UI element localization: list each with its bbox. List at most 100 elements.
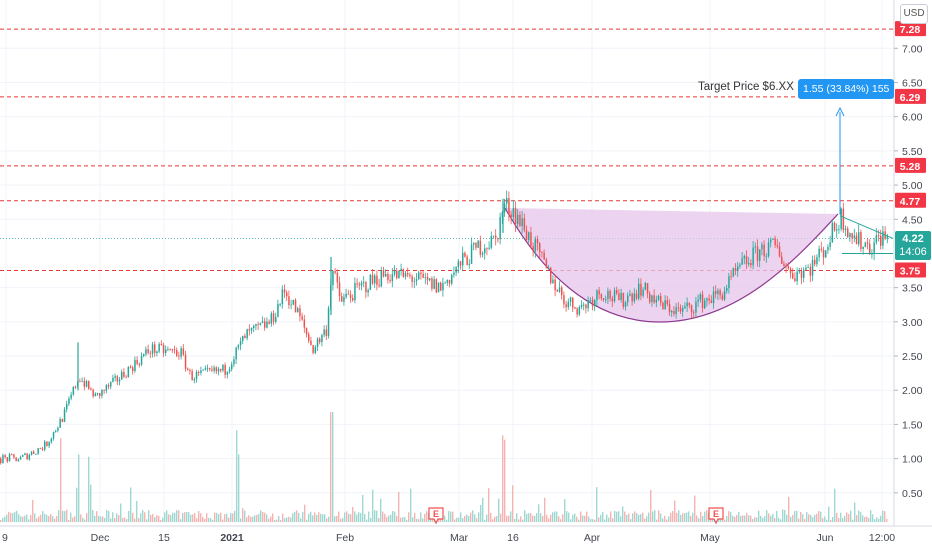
candle-body xyxy=(481,253,484,255)
volume-bar xyxy=(760,515,762,522)
candle-body xyxy=(426,276,429,281)
candle-body xyxy=(145,349,147,355)
candle-body xyxy=(336,272,339,283)
candle-body xyxy=(734,268,737,271)
candle-body xyxy=(61,419,64,422)
volume-bar xyxy=(444,515,446,522)
candle-body xyxy=(66,403,68,410)
candle-body xyxy=(268,321,270,324)
candle-body xyxy=(151,344,154,354)
level-badge xyxy=(895,88,926,104)
volume-bar xyxy=(250,516,252,522)
volume-bar xyxy=(374,510,376,522)
target-price-annotation[interactable]: Target Price $6.XX xyxy=(698,81,794,93)
volume-bar xyxy=(240,518,242,522)
candle-body xyxy=(44,441,46,450)
candle-body xyxy=(446,279,449,283)
candle-body xyxy=(508,198,510,215)
volume-bar xyxy=(230,513,232,522)
volume-bar xyxy=(370,517,372,522)
volume-bar xyxy=(562,514,564,522)
volume-bar xyxy=(16,510,18,522)
volume-bar xyxy=(406,519,408,522)
candle-body xyxy=(495,235,497,238)
volume-bar xyxy=(470,512,472,522)
candle-body xyxy=(358,284,361,286)
candle-body xyxy=(365,282,367,293)
candle-body xyxy=(376,275,378,285)
volume-bar xyxy=(200,513,202,522)
candle-body xyxy=(556,290,559,292)
volume-bar xyxy=(412,517,414,522)
current-price-badge: 4.22 14:06 xyxy=(895,231,931,260)
volume-bar xyxy=(474,514,476,522)
candle-body xyxy=(360,282,363,286)
candle-body xyxy=(717,290,719,295)
candle-body xyxy=(831,222,834,243)
volume-bar xyxy=(120,503,122,522)
candle-body xyxy=(558,287,561,292)
candle-body xyxy=(807,267,809,268)
volume-bar xyxy=(254,515,256,522)
candle-body xyxy=(178,355,180,357)
candle-body xyxy=(323,329,325,336)
volume-bar xyxy=(160,519,162,522)
candle-body xyxy=(814,259,816,265)
volume-bar xyxy=(640,514,642,522)
candle-body xyxy=(574,307,576,309)
measure-label-badge[interactable]: 1.55 (33.84%) 155 xyxy=(798,79,895,99)
earnings-icon-letter: E xyxy=(713,509,719,519)
candle-body xyxy=(523,218,526,231)
candle-body xyxy=(127,367,130,378)
volume-bar xyxy=(324,514,326,522)
volume-bar xyxy=(466,514,468,522)
volume-bar xyxy=(868,518,870,522)
candle-body xyxy=(220,368,222,371)
volume-bar xyxy=(480,504,482,522)
volume-bar xyxy=(24,515,26,522)
candle-body xyxy=(741,258,743,265)
candle-body xyxy=(660,295,662,303)
volume-bar xyxy=(2,517,4,522)
currency-badge[interactable]: USD xyxy=(900,4,928,24)
volume-bar xyxy=(886,518,888,522)
volume-bar xyxy=(794,510,796,522)
volume-bar xyxy=(276,519,278,522)
candle-body xyxy=(222,365,224,371)
candle-body xyxy=(162,344,165,354)
candle-body xyxy=(24,453,26,455)
volume-bar xyxy=(192,514,194,522)
candle-body xyxy=(864,242,867,247)
volume-bar xyxy=(666,519,668,522)
volume-bar xyxy=(678,510,680,522)
candle-body xyxy=(486,248,488,250)
volume-bar xyxy=(362,494,364,522)
candle-body xyxy=(710,300,713,304)
candle-body xyxy=(292,299,295,305)
candle-body xyxy=(198,371,200,373)
volume-bar xyxy=(242,508,244,522)
volume-bar xyxy=(90,484,92,522)
volume-bar xyxy=(10,512,12,522)
volume-bar xyxy=(880,515,882,522)
volume-bar xyxy=(704,511,706,522)
candle-body xyxy=(189,369,191,372)
volume-bar xyxy=(108,510,110,522)
volume-bar xyxy=(408,512,410,522)
candle-body xyxy=(512,208,515,218)
volume-bar xyxy=(662,518,664,522)
volume-bar xyxy=(86,512,88,522)
candle-body xyxy=(48,442,50,447)
volume-bar xyxy=(8,511,10,522)
candle-body xyxy=(187,368,189,370)
volume-bar xyxy=(642,512,644,522)
candle-body xyxy=(118,379,121,382)
volume-bar xyxy=(462,518,464,522)
volume-bar xyxy=(382,511,384,522)
volume-bar xyxy=(508,515,510,522)
candle-body xyxy=(57,427,59,431)
volume-bar xyxy=(64,511,66,522)
volume-bar xyxy=(256,514,258,522)
